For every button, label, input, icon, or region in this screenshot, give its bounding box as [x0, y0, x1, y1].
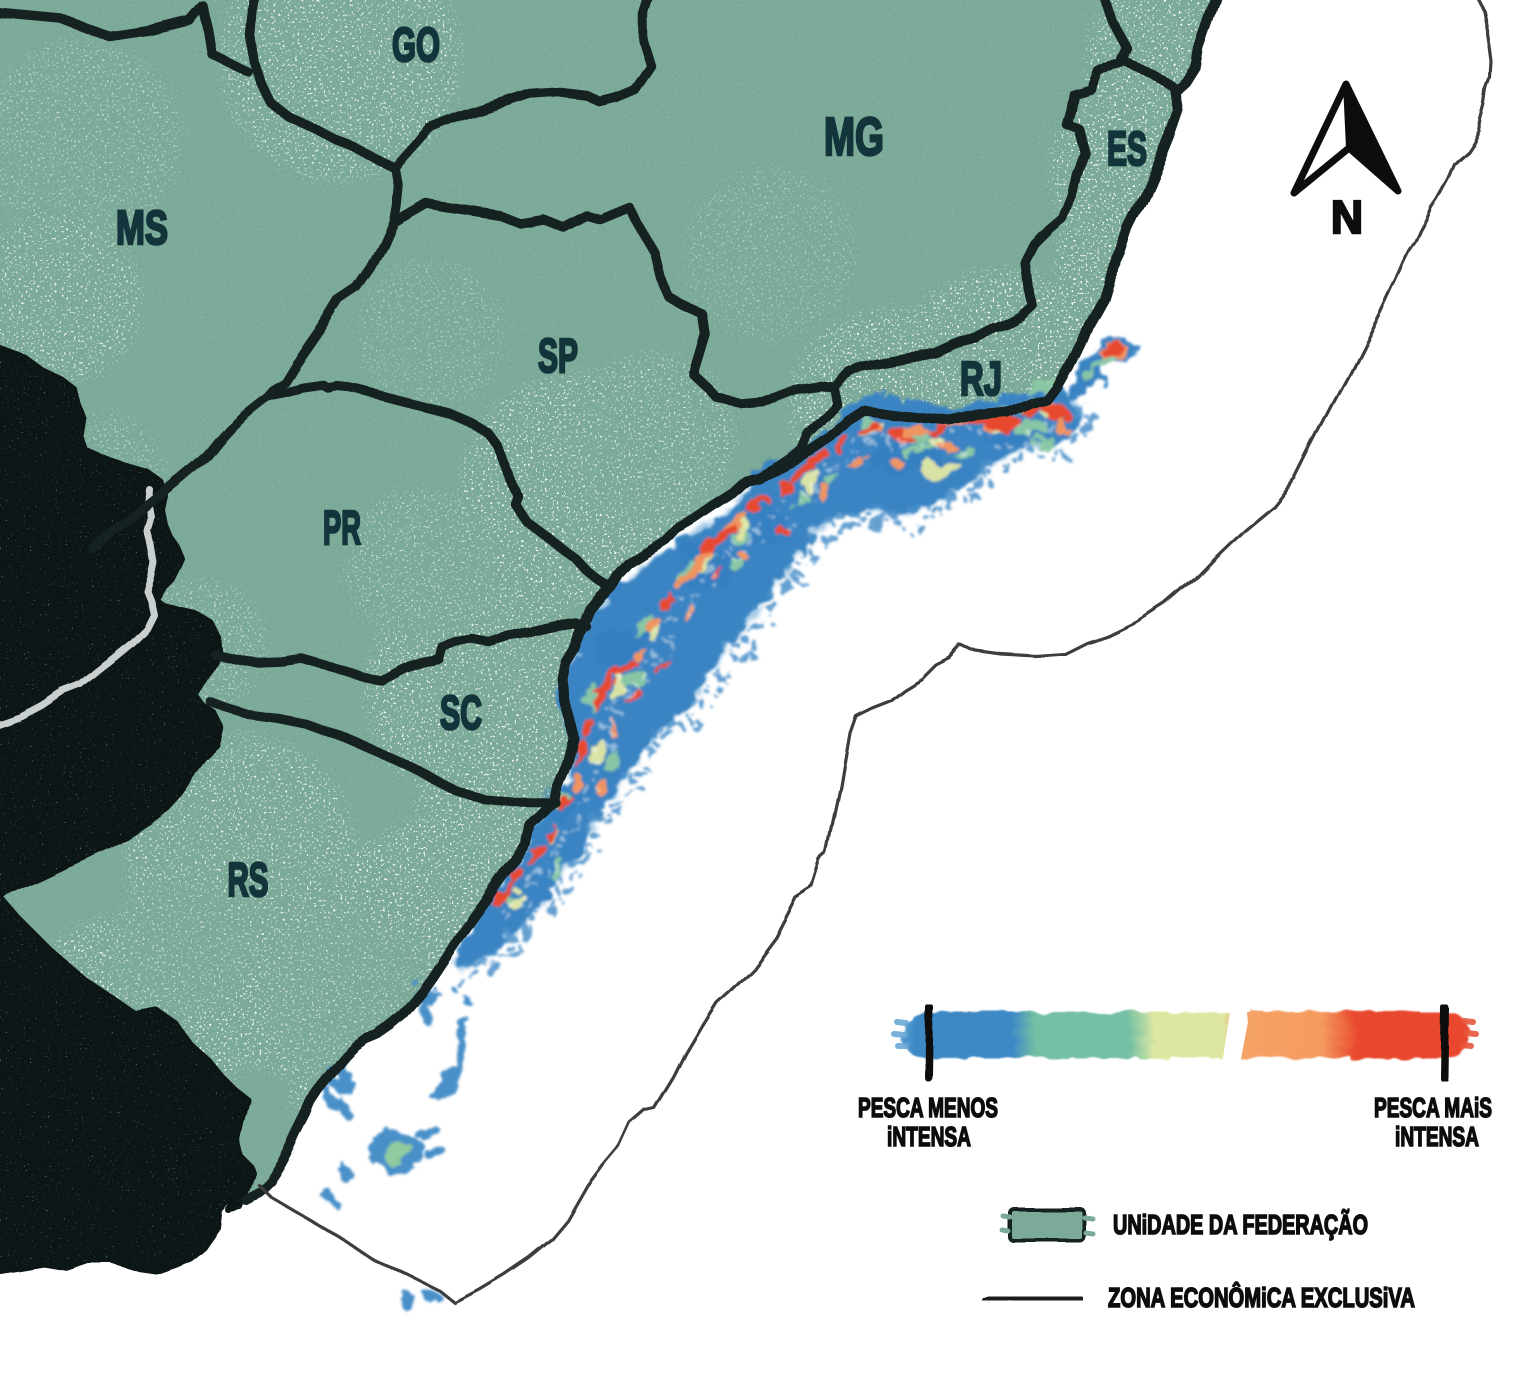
svg-text:UNiDADE DA FEDERAÇÃO: UNiDADE DA FEDERAÇÃO [1113, 1209, 1368, 1240]
svg-text:RJ: RJ [960, 353, 1002, 406]
svg-text:ES: ES [1107, 123, 1147, 176]
svg-text:iNTENSA: iNTENSA [887, 1121, 971, 1152]
svg-text:PR: PR [323, 502, 361, 555]
svg-text:SP: SP [538, 330, 578, 383]
svg-text:MS: MS [116, 202, 168, 255]
svg-text:PESCA MENOS: PESCA MENOS [858, 1092, 998, 1123]
svg-text:PESCA MAiS: PESCA MAiS [1374, 1092, 1492, 1123]
svg-text:GO: GO [392, 19, 440, 72]
svg-text:ZONA ECONÔMiCA EXCLUSiVA: ZONA ECONÔMiCA EXCLUSiVA [1108, 1281, 1415, 1313]
svg-text:MG: MG [824, 107, 884, 167]
svg-text:iNTENSA: iNTENSA [1395, 1121, 1479, 1152]
svg-text:RS: RS [228, 854, 269, 907]
svg-text:N: N [1331, 191, 1363, 243]
svg-text:SC: SC [440, 687, 482, 740]
